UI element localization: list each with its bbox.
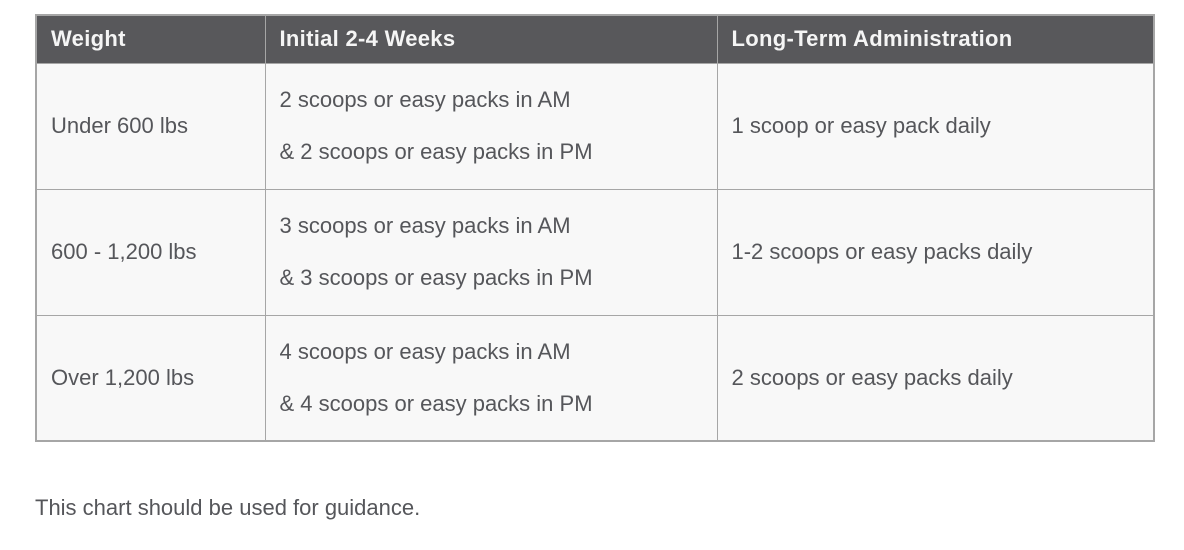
initial-dosage-cell: 4 scoops or easy packs in AM & 4 scoops … (264, 314, 718, 442)
initial-am-text: 4 scoops or easy packs in AM (279, 338, 571, 364)
weight-cell: Under 600 lbs (35, 62, 266, 190)
long-term-cell: 1 scoop or easy pack daily (716, 62, 1155, 190)
initial-dosage-cell: 2 scoops or easy packs in AM & 2 scoops … (264, 62, 718, 190)
dosage-table: Weight Initial 2-4 Weeks Long-Term Admin… (35, 14, 1155, 442)
weight-cell: Over 1,200 lbs (35, 314, 266, 442)
table-row: Over 1,200 lbs 4 scoops or easy packs in… (35, 314, 1155, 442)
table-row: 600 - 1,200 lbs 3 scoops or easy packs i… (35, 188, 1155, 316)
column-header-long-term: Long-Term Administration (716, 14, 1155, 64)
initial-pm-text: & 2 scoops or easy packs in PM (279, 139, 593, 164)
initial-pm-text: & 4 scoops or easy packs in PM (279, 390, 593, 416)
table-header-row: Weight Initial 2-4 Weeks Long-Term Admin… (35, 14, 1155, 64)
guidance-caption: This chart should be used for guidance. (35, 495, 421, 520)
weight-cell: 600 - 1,200 lbs (35, 188, 266, 316)
initial-am-text: 2 scoops or easy packs in AM (279, 87, 571, 112)
column-header-weight: Weight (35, 14, 266, 64)
long-term-cell: 2 scoops or easy packs daily (716, 314, 1155, 442)
column-header-initial: Initial 2-4 Weeks (264, 14, 718, 64)
initial-pm-text: & 3 scoops or easy packs in PM (279, 265, 593, 290)
table-row: Under 600 lbs 2 scoops or easy packs in … (35, 62, 1155, 190)
initial-am-text: 3 scoops or easy packs in AM (279, 213, 571, 238)
long-term-cell: 1-2 scoops or easy packs daily (716, 188, 1155, 316)
initial-dosage-cell: 3 scoops or easy packs in AM & 3 scoops … (264, 188, 718, 316)
